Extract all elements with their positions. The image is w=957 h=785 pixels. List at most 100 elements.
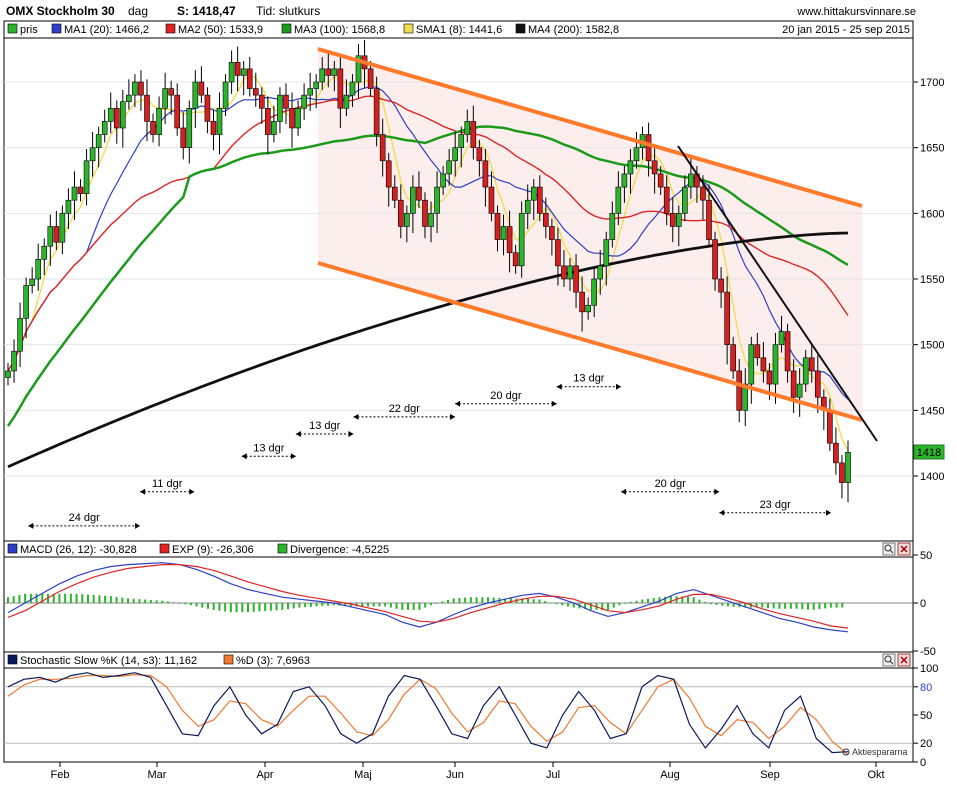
candle-body <box>126 94 132 102</box>
candle-body <box>669 213 676 227</box>
divergence-bar <box>589 603 592 610</box>
divergence-bar <box>669 596 672 603</box>
cycle-annotations: 24 dgr 11 dgr 13 dgr 13 dgr 22 dgr 20 dgr 13 d… <box>28 373 832 529</box>
candle-body <box>790 370 797 398</box>
channel-upper-line <box>317 47 863 208</box>
candle-body <box>65 199 72 214</box>
last-price-badge-text: 1418 <box>917 447 941 459</box>
candle-body <box>41 245 48 260</box>
x-tick-label: Feb <box>51 769 70 781</box>
divergence-bar <box>652 598 655 603</box>
candle-body <box>458 134 465 148</box>
divergence-bar <box>447 599 449 603</box>
legend-ma3: MA3 (100): 1568,8 <box>294 24 385 36</box>
divergence-bar <box>384 603 387 607</box>
candle-body <box>107 107 114 122</box>
time-label: Tid: slutkurs <box>256 4 320 18</box>
divergence-bar <box>241 603 244 613</box>
candle-body <box>700 186 706 201</box>
divergence-bar <box>372 603 375 607</box>
divergence-bar <box>367 603 369 607</box>
divergence-bar <box>647 598 649 603</box>
candle-body <box>156 107 162 135</box>
candle-body <box>645 134 652 162</box>
candle-body <box>603 239 610 267</box>
divergence-bar <box>441 601 444 603</box>
candle-body <box>144 94 150 122</box>
legend-divergence: Divergence: -4,5225 <box>290 544 389 556</box>
divergence-bar <box>469 597 472 603</box>
site-link[interactable]: www.hittakursvinnare.se <box>796 6 916 18</box>
divergence-bar <box>721 603 724 606</box>
period-label: dag <box>128 4 148 18</box>
divergence-bar <box>629 601 632 603</box>
divergence-bar <box>795 603 798 609</box>
candle-body <box>748 344 755 385</box>
candle-body <box>549 226 555 240</box>
divergence-bar <box>635 600 638 603</box>
candle-body <box>89 147 96 162</box>
candle-body <box>663 186 670 214</box>
divergence-bar <box>509 598 512 603</box>
candle-body <box>162 88 168 109</box>
stoch-panel <box>3 651 914 763</box>
candle-body <box>730 344 736 372</box>
divergence-bar <box>755 603 758 608</box>
divergence-bar <box>361 603 364 607</box>
candle-body <box>301 94 307 109</box>
divergence-bar <box>772 603 775 609</box>
candle-body <box>814 370 821 398</box>
divergence-bar <box>35 593 38 603</box>
y-tick-label: 1450 <box>920 405 944 417</box>
x-tick-label: Jul <box>546 769 560 781</box>
candle-body <box>313 81 320 89</box>
divergence-bar <box>681 596 684 603</box>
divergence-bar <box>641 599 644 603</box>
divergence-bar <box>218 603 221 611</box>
divergence-bar <box>761 603 764 608</box>
candle-body <box>289 107 295 129</box>
annotation-label: 11 dgr <box>152 478 183 490</box>
candle-body <box>591 278 597 306</box>
candle-body <box>198 81 205 96</box>
annotation-arrow-right <box>450 413 456 420</box>
divergence-bar <box>395 603 398 609</box>
candle-body <box>246 68 253 89</box>
divergence-bar <box>704 601 707 603</box>
stoch-zoom-icon[interactable] <box>882 653 896 667</box>
divergence-bar <box>841 603 844 608</box>
divergence-bar <box>487 597 489 603</box>
stoch-close-icon[interactable] <box>897 653 911 667</box>
x-tick-label: Okt <box>867 769 884 781</box>
divergence-bar <box>767 603 769 608</box>
annotation-label: 13 dgr <box>309 420 341 432</box>
candle-body <box>283 94 289 109</box>
divergence-bar <box>464 597 467 603</box>
macd-legend: MACD (26, 12): -30,828 EXP (9): -26,306 … <box>7 543 389 556</box>
divergence-bar <box>829 603 832 608</box>
divergence-bar <box>818 603 821 610</box>
candle-body <box>543 213 549 227</box>
divergence-bar <box>69 593 72 603</box>
divergence-bar <box>778 603 781 609</box>
macd-zoom-icon[interactable] <box>882 542 896 556</box>
macd-close-icon[interactable] <box>897 542 911 556</box>
divergence-bar <box>612 603 615 608</box>
annotation-label: 24 dgr <box>69 512 101 524</box>
candle-body <box>500 226 507 240</box>
candle-body <box>265 107 271 135</box>
candle-body <box>150 121 156 135</box>
divergence-bar <box>75 593 78 603</box>
candle-body <box>234 61 241 76</box>
divergence-bar <box>607 603 609 610</box>
month-axis: Feb Mar Apr Maj Jun Jul Aug Sep Okt <box>51 762 885 781</box>
divergence-bar <box>287 603 289 610</box>
candle-body <box>609 213 616 240</box>
stoch-tick-label: 80 <box>920 682 932 694</box>
divergence-bar <box>315 603 318 607</box>
divergence-bar <box>138 599 141 603</box>
divergence-bar <box>127 598 129 603</box>
annotation-arrow-right <box>826 509 832 516</box>
candle-body <box>530 186 537 201</box>
divergence-bar <box>269 603 272 611</box>
